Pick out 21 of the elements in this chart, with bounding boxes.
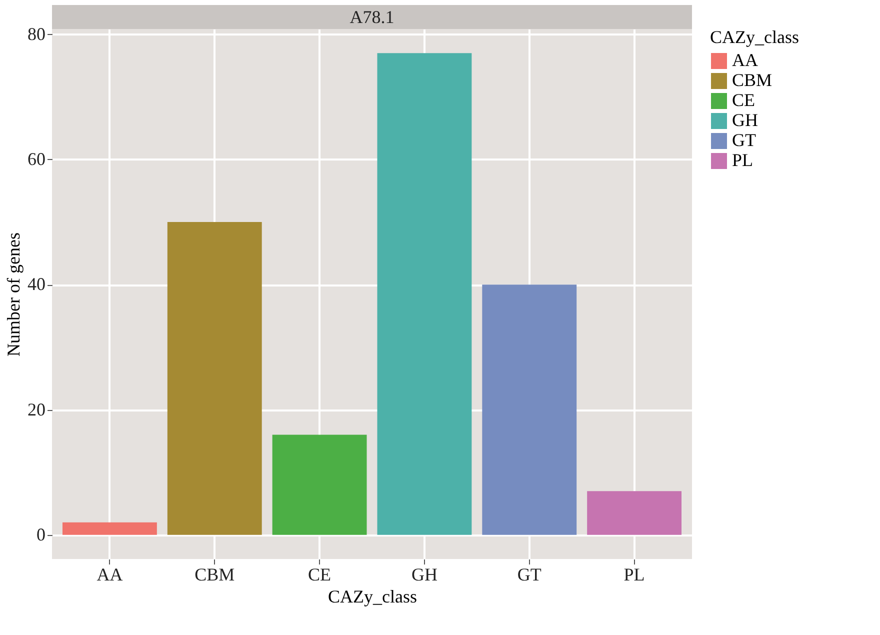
x-tick-label: PL (624, 564, 645, 584)
legend-title: CAZy_class (710, 27, 799, 47)
y-tick-label: 80 (28, 24, 46, 44)
x-tick-label: AA (96, 564, 123, 584)
x-tick-label: CBM (194, 564, 235, 584)
y-tick-label: 40 (28, 274, 46, 294)
y-tick-label: 60 (28, 148, 46, 169)
y-tick-label: 0 (36, 524, 46, 544)
legend-label: CE (732, 90, 756, 110)
chart-title: A78.1 (350, 7, 394, 27)
x-axis-title: CAZy_class (328, 586, 417, 606)
y-axis-title: Number of genes (4, 232, 24, 356)
legend-label: PL (732, 150, 754, 170)
x-tick-label: CE (308, 564, 332, 584)
legend-label: GH (732, 110, 758, 130)
y-tick-label: 20 (28, 399, 46, 420)
legend-label: AA (732, 50, 758, 70)
legend-label: CBM (732, 70, 772, 90)
x-tick-label: GT (517, 564, 542, 584)
x-tick-label: GH (411, 564, 438, 584)
legend-label: GT (732, 130, 756, 150)
